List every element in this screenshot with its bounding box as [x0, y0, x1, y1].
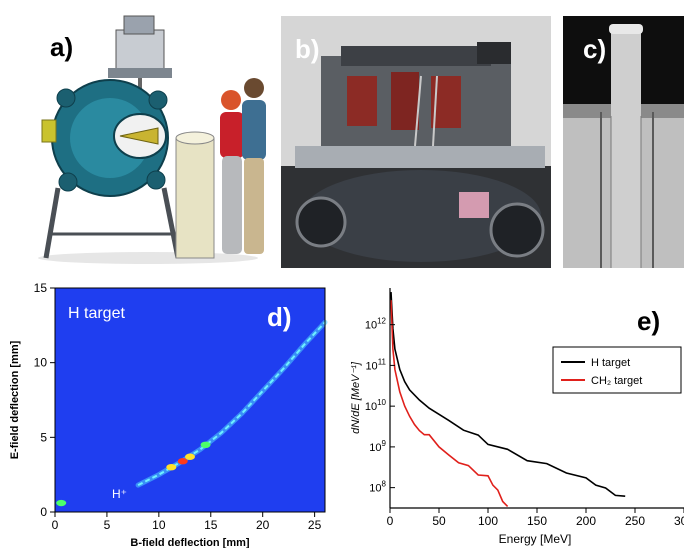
chamber-cad-illustration: [38, 15, 266, 264]
panel-d-label: d): [267, 302, 292, 332]
heatmap-x-tick-label-4: 20: [256, 518, 270, 532]
heatmap-ion-label: H⁺: [112, 487, 127, 501]
heatmap-hotspot-1: [177, 458, 188, 465]
spectrum-y-tick-label-1: 109: [369, 439, 386, 454]
heatmap-hotspot-4: [200, 441, 211, 448]
spectrum-series-line-1: [390, 300, 509, 507]
heatmap-y-tick-label-1: 5: [40, 430, 47, 444]
heatmap-hotspot-2: [185, 453, 195, 460]
spectrum-x-tick-label-6: 300: [674, 514, 684, 528]
heatmap-x-tick-label-5: 25: [308, 518, 322, 532]
heatmap-y-label: E-field deflection [mm]: [9, 340, 21, 459]
spectrum-y-tick-label-0: 108: [369, 480, 386, 495]
spectrum-series-line-0: [390, 292, 626, 497]
energy-spectrum-chart: 0 50 100 150 200 250 300 108 109 1010 1011 1012 En…: [345, 280, 684, 548]
heatmap-hotspot-group: [56, 441, 211, 507]
heatmap-x-label: B-field deflection [mm]: [130, 537, 250, 548]
heatmap-x-tick-label-2: 10: [152, 518, 166, 532]
spectrum-y-tick-label-4: 1012: [365, 317, 387, 332]
panel-c-target-image: c): [563, 16, 684, 268]
heatmap-y-tick-label-0: 0: [40, 505, 47, 519]
target-micrograph: [563, 16, 684, 268]
spectrum-y-ticks: 108 109 1010 1011 1012: [365, 317, 395, 495]
spectrum-y-label: dN/dE [MeV⁻¹]: [350, 361, 362, 434]
heatmap-background: [55, 288, 325, 512]
spectrum-y-tick-label-2: 1010: [365, 398, 387, 413]
heatmap-hotspot-3: [166, 464, 177, 471]
heatmap-hotspot-0: [56, 499, 67, 507]
heatmap-x-ticks: 0 5 10 15 20 25: [52, 512, 322, 532]
spectrum-y-tick-label-3: 1011: [365, 357, 386, 372]
panel-b-setup-photo: b): [281, 16, 551, 268]
heatmap-y-ticks: 0 5 10 15: [34, 281, 55, 519]
heatmap-x-tick-label-3: 15: [204, 518, 218, 532]
deflection-heatmap-chart: 0 5 10 15 20 25 0 5 10 15 H target H⁺ B-field de…: [0, 280, 340, 548]
spectrum-x-label: Energy [MeV]: [499, 532, 572, 546]
spectrum-series-group: [390, 292, 626, 507]
spectrum-x-tick-label-4: 200: [576, 514, 596, 528]
spectrum-x-tick-label-5: 250: [625, 514, 645, 528]
heatmap-x-tick-label-1: 5: [104, 518, 111, 532]
panel-e-spectrum: 0 50 100 150 200 250 300 108 109 1010 1011 1012 En…: [345, 280, 684, 548]
legend-label-ch2-target: CH₂ target: [591, 375, 642, 387]
panel-e-label: e): [637, 306, 661, 336]
panel-a-label: a): [50, 32, 74, 62]
spectrum-x-tick-label-1: 50: [432, 514, 446, 528]
spectrum-x-tick-label-0: 0: [387, 514, 394, 528]
spectrum-x-tick-label-3: 150: [527, 514, 547, 528]
heatmap-y-tick-label-2: 10: [34, 356, 48, 370]
legend-label-h-target: H target: [591, 357, 630, 369]
panel-d-heatmap: 0 5 10 15 20 25 0 5 10 15 H target H⁺ B-field de…: [0, 280, 340, 548]
spectrum-x-ticks: 0 50 100 150 200 250 300: [387, 508, 684, 528]
setup-photo-illustration: [281, 16, 551, 268]
panel-b-label: b): [295, 34, 320, 64]
panel-a-chamber-drawing: a): [28, 8, 268, 266]
spectrum-legend: H target CH₂ target: [552, 346, 682, 394]
panel-c-label: c): [583, 34, 607, 64]
heatmap-y-tick-label-3: 15: [34, 281, 48, 295]
spectrum-x-tick-label-2: 100: [478, 514, 498, 528]
heatmap-annotation: H target: [68, 305, 125, 322]
heatmap-x-tick-label-0: 0: [52, 518, 59, 532]
